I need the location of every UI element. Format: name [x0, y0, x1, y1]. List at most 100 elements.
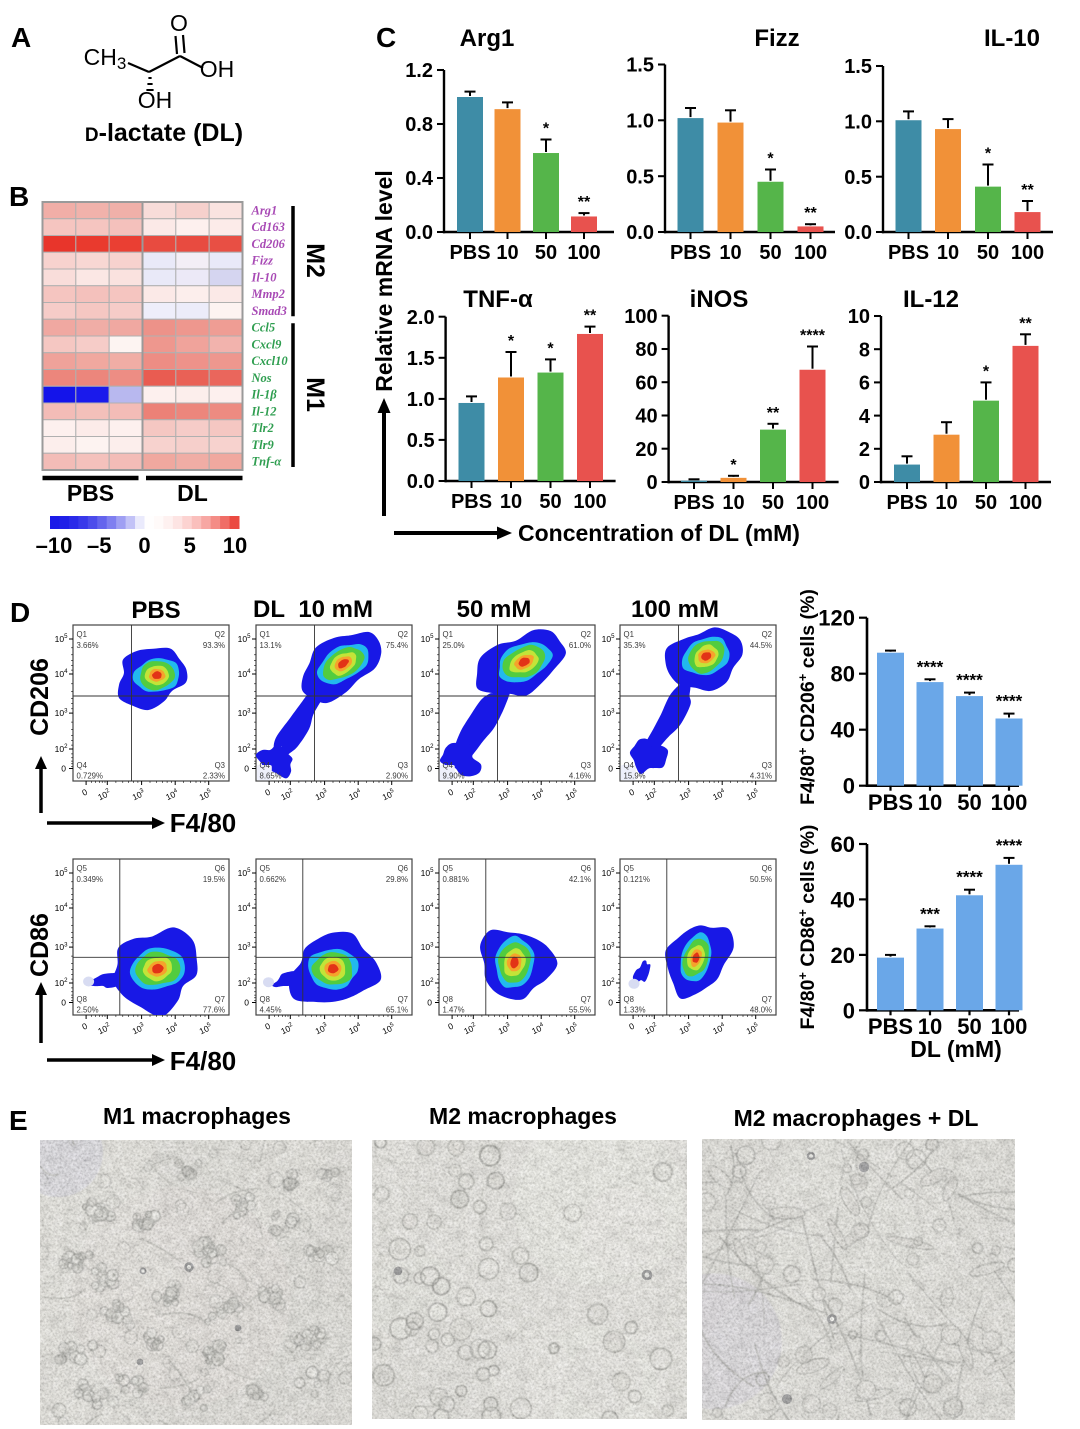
- svg-text:Q5: Q5: [77, 864, 88, 873]
- svg-text:Tlr9: Tlr9: [252, 438, 275, 452]
- svg-text:PBS: PBS: [131, 597, 180, 624]
- svg-text:Q6: Q6: [398, 864, 408, 873]
- svg-text:10: 10: [935, 492, 957, 514]
- svg-text:105: 105: [238, 867, 251, 878]
- svg-text:0: 0: [859, 472, 870, 494]
- svg-text:CD206: CD206: [26, 658, 54, 736]
- svg-text:M1: M1: [301, 377, 329, 412]
- svg-text:10: 10: [918, 790, 942, 815]
- svg-text:F4/80+ CD206+ cells (%): F4/80+ CD206+ cells (%): [795, 589, 819, 805]
- svg-text:Q1: Q1: [624, 630, 634, 639]
- svg-text:0: 0: [608, 764, 613, 774]
- svg-text:104: 104: [164, 1021, 181, 1036]
- svg-text:104: 104: [347, 787, 364, 802]
- svg-text:Q6: Q6: [762, 864, 772, 873]
- svg-text:D: D: [10, 597, 30, 628]
- svg-text:Il-1β: Il-1β: [251, 388, 278, 402]
- svg-text:65.1%: 65.1%: [386, 1006, 408, 1015]
- svg-text:4.31%: 4.31%: [750, 772, 772, 781]
- svg-text:****: ****: [956, 868, 983, 887]
- svg-text:F4/80: F4/80: [170, 1046, 237, 1076]
- svg-text:103: 103: [313, 787, 330, 802]
- svg-text:Q8: Q8: [260, 995, 270, 1004]
- svg-text:80: 80: [635, 339, 657, 361]
- svg-text:Q3: Q3: [398, 761, 408, 770]
- svg-text:102: 102: [238, 977, 251, 988]
- svg-text:80: 80: [831, 662, 855, 687]
- svg-text:–10: –10: [36, 533, 73, 558]
- svg-text:2.0: 2.0: [407, 307, 435, 329]
- svg-text:103: 103: [496, 787, 513, 802]
- svg-text:10: 10: [918, 1014, 942, 1039]
- svg-text:IL-12: IL-12: [903, 286, 959, 313]
- svg-text:4: 4: [859, 406, 871, 428]
- svg-text:Q4: Q4: [260, 761, 271, 770]
- svg-text:Q2: Q2: [398, 630, 408, 639]
- svg-text:****: ****: [917, 657, 944, 676]
- svg-text:0: 0: [427, 764, 432, 774]
- svg-text:100: 100: [794, 242, 827, 264]
- svg-text:1.33%: 1.33%: [624, 1006, 646, 1015]
- svg-text:0: 0: [627, 787, 636, 798]
- svg-text:105: 105: [563, 1021, 580, 1036]
- svg-text:Mmp2: Mmp2: [251, 287, 285, 301]
- svg-text:40: 40: [831, 887, 855, 912]
- svg-text:Q2: Q2: [581, 630, 591, 639]
- svg-text:104: 104: [530, 1021, 547, 1036]
- svg-text:105: 105: [197, 787, 214, 802]
- svg-text:0.349%: 0.349%: [77, 875, 104, 884]
- svg-text:104: 104: [238, 668, 251, 679]
- svg-text:Q3: Q3: [762, 761, 772, 770]
- svg-text:10: 10: [937, 242, 959, 264]
- svg-text:103: 103: [602, 707, 615, 718]
- svg-text:5: 5: [184, 533, 196, 558]
- svg-text:100: 100: [567, 242, 600, 264]
- svg-text:0.0: 0.0: [626, 222, 654, 244]
- svg-text:102: 102: [96, 787, 113, 802]
- svg-text:103: 103: [55, 707, 68, 718]
- svg-text:PBS: PBS: [670, 242, 711, 264]
- svg-text:**: **: [578, 194, 591, 211]
- svg-text:0.5: 0.5: [844, 167, 872, 189]
- svg-text:*: *: [767, 151, 774, 168]
- svg-text:50: 50: [762, 492, 784, 514]
- svg-text:102: 102: [602, 743, 615, 754]
- svg-text:61.0%: 61.0%: [569, 641, 591, 650]
- svg-text:Q8: Q8: [624, 995, 634, 1004]
- svg-text:103: 103: [130, 1021, 147, 1036]
- svg-text:100: 100: [796, 492, 829, 514]
- svg-text:CD86: CD86: [26, 913, 54, 977]
- svg-text:102: 102: [462, 787, 479, 802]
- svg-text:2.33%: 2.33%: [203, 772, 225, 781]
- svg-text:102: 102: [55, 977, 68, 988]
- svg-text:Q7: Q7: [762, 995, 772, 1004]
- svg-text:DL: DL: [177, 480, 208, 506]
- svg-text:PBS: PBS: [886, 492, 927, 514]
- svg-text:103: 103: [238, 941, 251, 952]
- svg-text:0: 0: [446, 1021, 455, 1032]
- svg-text:75.4%: 75.4%: [386, 641, 408, 650]
- svg-text:102: 102: [96, 1021, 113, 1036]
- svg-text:Q1: Q1: [77, 630, 87, 639]
- svg-text:50: 50: [539, 491, 561, 513]
- svg-text:42.1%: 42.1%: [569, 875, 591, 884]
- svg-text:0.121%: 0.121%: [624, 875, 651, 884]
- svg-text:Q8: Q8: [443, 995, 453, 1004]
- svg-text:Nos: Nos: [251, 371, 272, 385]
- svg-text:**: **: [767, 405, 780, 422]
- svg-text:104: 104: [602, 902, 615, 913]
- svg-text:PBS: PBS: [868, 790, 913, 815]
- svg-text:Cxcl9: Cxcl9: [252, 337, 283, 351]
- svg-text:15.9%: 15.9%: [624, 772, 646, 781]
- svg-text:105: 105: [55, 633, 68, 644]
- svg-text:103: 103: [602, 941, 615, 952]
- svg-text:103: 103: [130, 787, 147, 802]
- svg-text:Tnf-α: Tnf-α: [252, 455, 283, 469]
- svg-text:102: 102: [643, 787, 660, 802]
- svg-text:10: 10: [500, 491, 522, 513]
- svg-text:50: 50: [957, 790, 981, 815]
- svg-text:50.5%: 50.5%: [750, 875, 772, 884]
- svg-text:105: 105: [744, 1021, 761, 1036]
- svg-text:**: **: [1019, 315, 1032, 332]
- svg-text:19.5%: 19.5%: [203, 875, 225, 884]
